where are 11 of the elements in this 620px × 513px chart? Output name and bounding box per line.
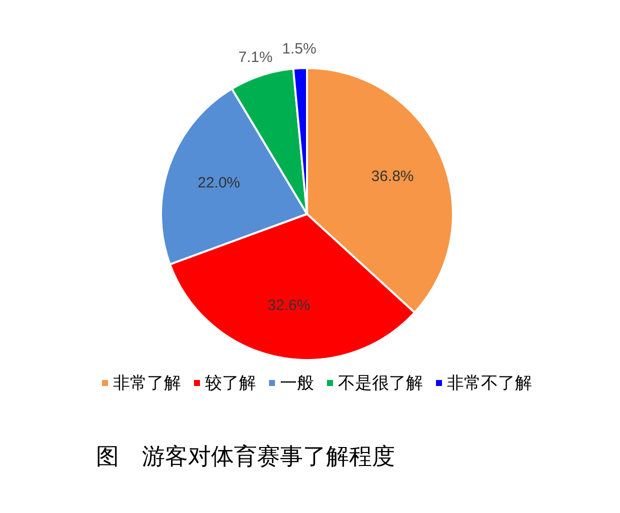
legend-label: 非常了解	[113, 374, 181, 392]
legend-label: 不是很了解	[338, 374, 423, 392]
data-label: 22.0%	[198, 174, 240, 192]
data-label: 36.8%	[371, 168, 414, 185]
data-label: 7.1%	[238, 48, 273, 66]
legend-label: 一般	[280, 374, 314, 392]
text: 图 游客对体育赛事了解程度	[96, 443, 395, 469]
legend-label: 非常不了解	[447, 374, 532, 392]
data-label: 1.5%	[282, 40, 316, 58]
data-label: 32.6%	[268, 297, 310, 314]
legend-label: 较了解	[205, 374, 256, 392]
